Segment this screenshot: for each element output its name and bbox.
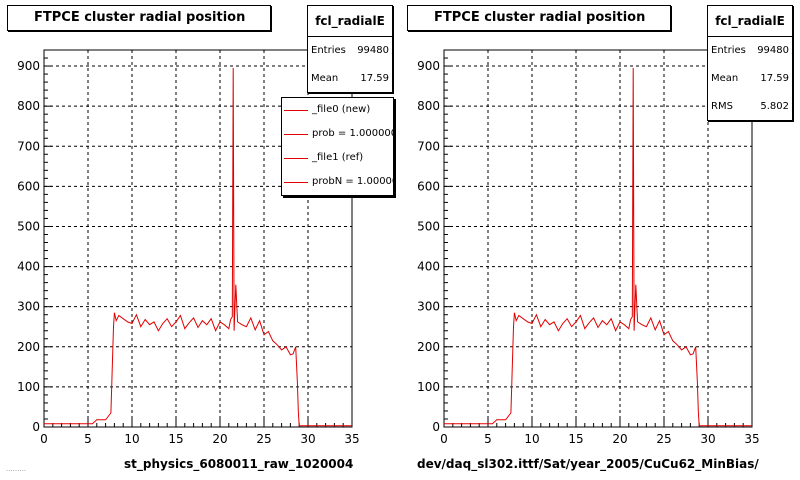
y-tick-label: 800 — [417, 99, 440, 113]
x-tick-label: 10 — [124, 432, 139, 446]
plot-frame — [443, 49, 753, 428]
legend-label: _file1 (ref) — [312, 152, 364, 163]
stats-name: fcl_radialE — [708, 6, 792, 37]
x-tick-label: 35 — [344, 432, 359, 446]
x-tick-label: 20 — [212, 432, 227, 446]
y-tick-label: 700 — [17, 139, 40, 153]
stats-rms-row: RMS 5.802 — [708, 93, 792, 121]
stats-mean-row: Mean 17.59 — [708, 65, 792, 93]
right-plot: 0 5 10 15 20 25 30 35 0 100 200 300 400 500 600 700 800 9… — [417, 49, 760, 446]
legend-line-sample — [284, 110, 308, 111]
y-tick-label: 400 — [417, 260, 440, 274]
stats-box: fcl_radialE Entries 99480 Mean 17.59 RMS… — [707, 5, 793, 121]
chart-title: FTPCE cluster radial position — [407, 5, 671, 31]
legend-entry: probN = 1.000000 — [282, 170, 393, 194]
x-axis-label: st_physics_6080011_raw_1020004 — [124, 457, 354, 471]
x-tick-label: 5 — [84, 432, 92, 446]
y-tick-label: 500 — [417, 219, 440, 233]
series-line — [44, 67, 352, 427]
stats-mean-value: 17.59 — [360, 73, 389, 84]
y-tick-label: 300 — [17, 300, 40, 314]
legend-line-sample — [284, 158, 308, 159]
stats-box: fcl_radialE Entries 99480 Mean 17.59 — [307, 5, 393, 93]
x-tick-label: 25 — [256, 432, 271, 446]
stats-entries-value: 99480 — [357, 45, 389, 56]
series-line — [444, 67, 752, 427]
stats-entries-label: Entries — [711, 45, 746, 56]
x-tick-label: 5 — [484, 432, 492, 446]
legend-label: _file0 (new) — [312, 104, 371, 115]
y-tick-label: 400 — [17, 260, 40, 274]
stats-entries-row: Entries 99480 — [708, 37, 792, 65]
y-tick-label: 200 — [417, 340, 440, 354]
x-tick-label: 10 — [524, 432, 539, 446]
legend-entry: prob = 1.000000 — [282, 122, 393, 146]
y-tick-label: 900 — [417, 59, 440, 73]
stats-name: fcl_radialE — [308, 6, 392, 37]
legend-entry: _file1 (ref) — [282, 146, 393, 170]
legend: _file0 (new) prob = 1.000000 _file1 (ref… — [281, 97, 394, 196]
stats-rms-label: RMS — [711, 101, 733, 112]
y-tick-label: 100 — [417, 380, 440, 394]
y-tick-label: 0 — [432, 420, 440, 434]
x-axis-label: dev/daq_sl302.ittf/Sat/year_2005/CuCu62_… — [417, 457, 759, 471]
stats-mean-label: Mean — [311, 73, 339, 84]
legend-line-sample — [284, 182, 308, 183]
x-tick-label: 20 — [612, 432, 627, 446]
x-tick-label: 30 — [300, 432, 315, 446]
stats-entries-row: Entries 99480 — [308, 37, 392, 65]
y-tick-label: 600 — [417, 179, 440, 193]
stats-mean-value: 17.59 — [760, 73, 789, 84]
stats-entries-label: Entries — [311, 45, 346, 56]
left-pad: FTPCE cluster radial position 0 5 10 15 20 25… — [6, 5, 394, 473]
y-tick-label: 100 — [17, 380, 40, 394]
legend-label: probN = 1.000000 — [312, 176, 393, 187]
footer-text: ......... — [6, 465, 27, 473]
x-tick-label: 0 — [40, 432, 48, 446]
x-tick-label: 15 — [568, 432, 583, 446]
right-pad: FTPCE cluster radial position 0 5 10 15 20 25… — [400, 0, 800, 480]
stats-mean-label: Mean — [711, 73, 739, 84]
legend-entry: _file0 (new) — [282, 98, 393, 122]
y-tick-label: 300 — [417, 300, 440, 314]
legend-label: prob = 1.000000 — [312, 128, 394, 139]
y-tick-label: 700 — [417, 139, 440, 153]
legend-line-sample — [284, 134, 308, 135]
y-tick-label: 200 — [17, 340, 40, 354]
x-tick-label: 35 — [744, 432, 759, 446]
stats-mean-row: Mean 17.59 — [308, 65, 392, 93]
chart-title: FTPCE cluster radial position — [7, 5, 271, 31]
stats-rms-value: 5.802 — [760, 101, 789, 112]
x-tick-label: 30 — [700, 432, 715, 446]
y-tick-label: 600 — [17, 179, 40, 193]
stats-entries-value: 99480 — [757, 45, 789, 56]
y-tick-label: 900 — [17, 59, 40, 73]
x-tick-label: 0 — [440, 432, 448, 446]
y-tick-label: 0 — [32, 420, 40, 434]
y-tick-label: 800 — [17, 99, 40, 113]
y-tick-label: 500 — [17, 219, 40, 233]
x-tick-label: 25 — [656, 432, 671, 446]
plot-frame — [43, 49, 353, 428]
x-tick-label: 15 — [168, 432, 183, 446]
